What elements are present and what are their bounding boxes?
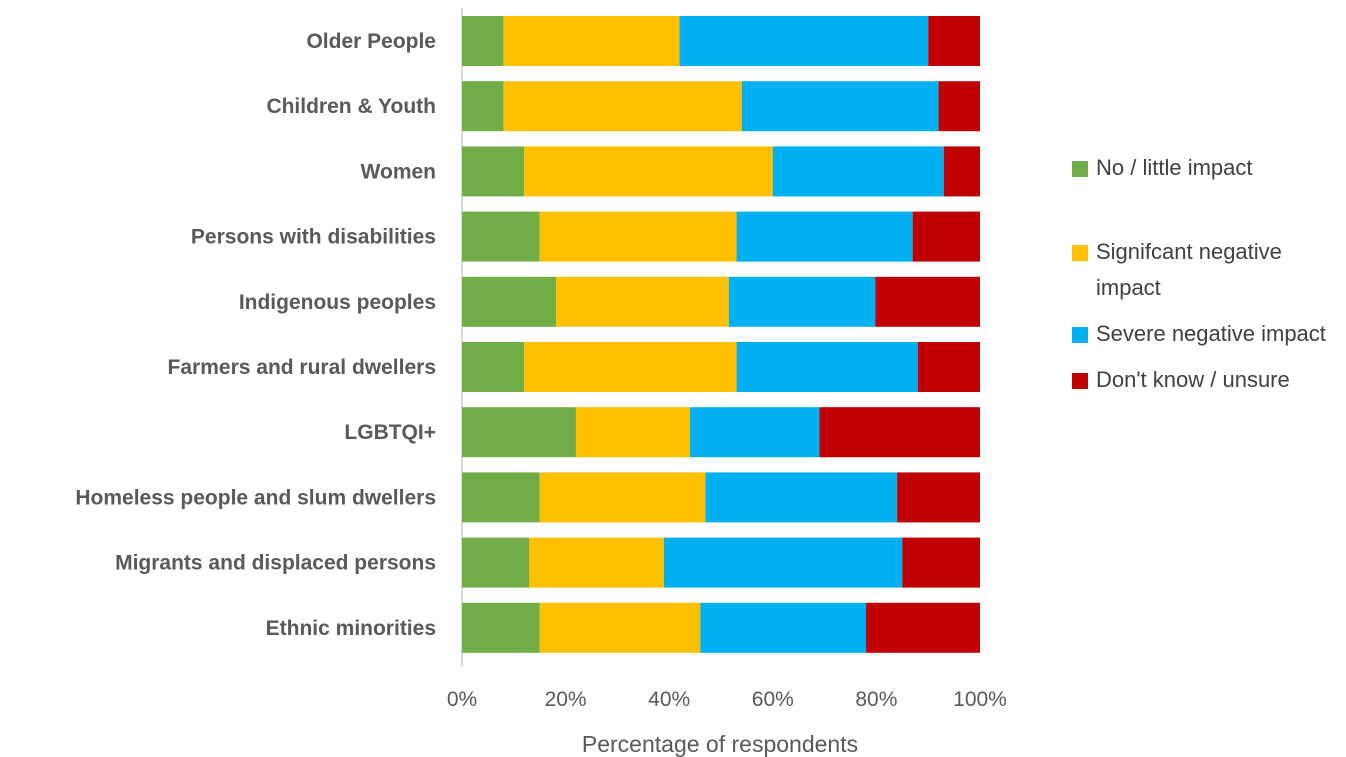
category-label-migrants-and-displaced-persons: Migrants and displaced persons [115,552,436,575]
bars-group [462,16,980,653]
legend-label: No / little impact [1096,155,1253,180]
bar-persons-with-disabilities-don-t-know-unsure [912,211,980,262]
bar-migrants-and-displaced-persons-no-little-impact [462,537,530,588]
legend-item-dont-know: Don't know / unsure [1072,362,1342,398]
bar-homeless-people-and-slum-dwellers-no-little-impact [462,472,540,523]
legend-swatch-yellow [1072,245,1088,261]
category-label-indigenous-peoples: Indigenous peoples [239,291,436,314]
bar-indigenous-peoples-severe-negative-impact [728,276,876,327]
bar-homeless-people-and-slum-dwellers-severe-negative-impact [705,472,898,523]
bar-migrants-and-displaced-persons-signifcant-negative-impact [529,537,665,588]
category-label-older-people: Older People [306,30,436,53]
legend-swatch-blue [1072,327,1088,343]
bar-older-people-no-little-impact [462,16,504,66]
legend: No / little impact Signifcant negative i… [1072,150,1342,398]
bar-homeless-people-and-slum-dwellers-don-t-know-unsure [897,472,980,523]
x-tick-1: 20% [545,688,587,711]
legend-item-severe-negative: Severe negative impact [1072,316,1342,352]
bar-farmers-and-rural-dwellers-signifcant-negative-impact [524,342,737,392]
x-tick-3: 60% [752,688,794,711]
bar-older-people-signifcant-negative-impact [503,16,680,66]
bar-ethnic-minorities-no-little-impact [462,602,540,653]
legend-label: Signifcant negative impact [1096,239,1282,300]
bar-ethnic-minorities-don-t-know-unsure [866,602,980,653]
bar-women-severe-negative-impact [772,146,944,197]
bar-lgbtqi-no-little-impact [462,407,576,458]
bar-lgbtqi-don-t-know-unsure [819,407,980,458]
bar-older-people-don-t-know-unsure [928,16,980,66]
category-labels: Older People Children & Youth Women Persons… [75,30,436,640]
bar-women-don-t-know-unsure [943,146,980,197]
bar-migrants-and-displaced-persons-don-t-know-unsure [902,537,980,588]
category-label-women: Women [361,160,436,183]
category-label-lgbtqi: LGBTQI+ [344,421,436,444]
x-tick-4: 80% [855,688,897,711]
category-label-farmers-and-rural-dwellers: Farmers and rural dwellers [168,356,436,379]
x-axis-title: Percentage of respondents [582,731,858,757]
bar-ethnic-minorities-severe-negative-impact [700,602,867,653]
legend-swatch-red [1072,373,1088,389]
legend-label: Don't know / unsure [1096,367,1290,392]
bar-children-youth-no-little-impact [462,81,504,132]
x-tick-2: 40% [648,688,690,711]
bar-women-signifcant-negative-impact [524,146,773,197]
category-label-ethnic-minorities: Ethnic minorities [266,617,436,640]
category-label-children-youth: Children & Youth [266,95,436,118]
bar-children-youth-signifcant-negative-impact [503,81,742,132]
bar-women-no-little-impact [462,146,525,197]
x-tick-labels: 0% 20% 40% 60% 80% 100% [447,688,1007,711]
bar-indigenous-peoples-no-little-impact [462,276,557,327]
legend-item-no-little-impact: No / little impact [1072,150,1342,186]
legend-item-significant-negative: Signifcant negative impact [1072,234,1342,306]
legend-label: Severe negative impact [1096,321,1326,346]
legend-swatch-green [1072,161,1088,177]
bar-lgbtqi-severe-negative-impact [689,407,820,458]
bar-lgbtqi-signifcant-negative-impact [575,407,690,458]
category-label-homeless-people-and-slum-dwellers: Homeless people and slum dwellers [75,486,436,509]
category-label-persons-with-disabilities: Persons with disabilities [191,226,436,249]
bar-indigenous-peoples-don-t-know-unsure [875,276,980,327]
bar-older-people-severe-negative-impact [679,16,929,66]
x-tick-0: 0% [447,688,477,711]
bar-homeless-people-and-slum-dwellers-signifcant-negative-impact [539,472,706,523]
bar-farmers-and-rural-dwellers-no-little-impact [462,342,525,392]
bar-farmers-and-rural-dwellers-don-t-know-unsure [917,342,980,392]
bar-persons-with-disabilities-signifcant-negative-impact [539,211,737,262]
bar-persons-with-disabilities-severe-negative-impact [736,211,913,262]
x-tick-5: 100% [953,688,1007,711]
bar-children-youth-severe-negative-impact [741,81,939,132]
bar-farmers-and-rural-dwellers-severe-negative-impact [736,342,918,392]
bar-ethnic-minorities-signifcant-negative-impact [539,602,701,653]
bar-migrants-and-displaced-persons-severe-negative-impact [664,537,903,588]
bar-children-youth-don-t-know-unsure [938,81,980,132]
bar-indigenous-peoples-signifcant-negative-impact [556,276,729,327]
bar-persons-with-disabilities-no-little-impact [462,211,540,262]
